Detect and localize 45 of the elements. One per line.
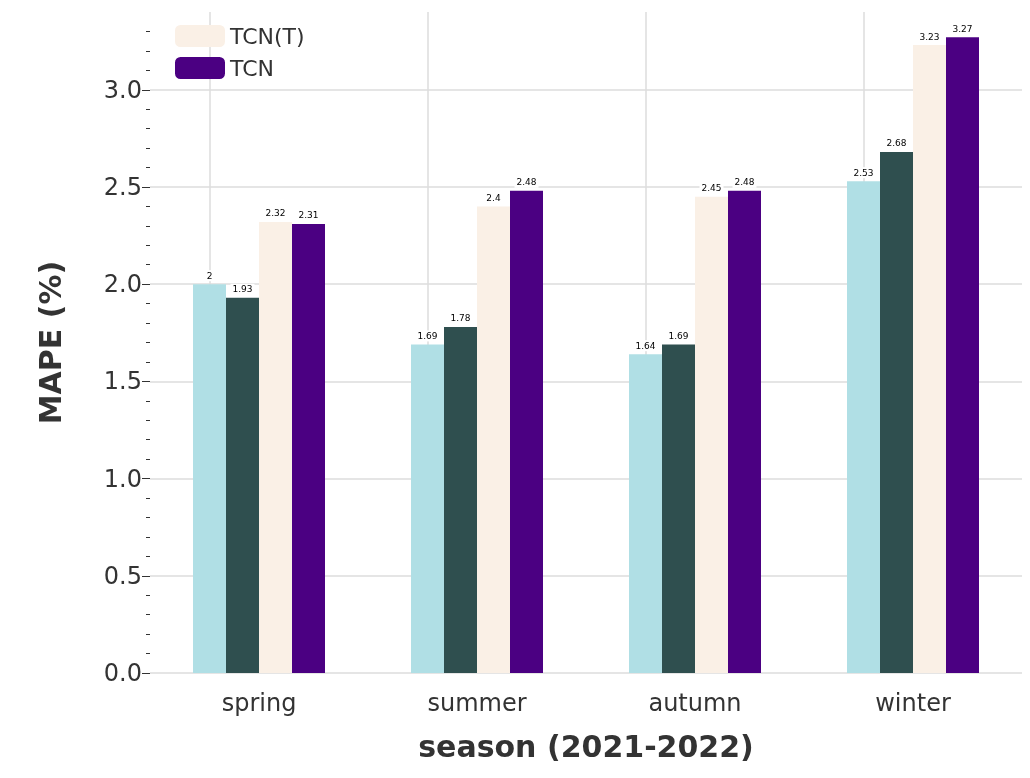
bar bbox=[629, 354, 662, 673]
bar bbox=[847, 181, 880, 673]
bar bbox=[193, 284, 226, 673]
data-label: 2.31 bbox=[298, 210, 319, 221]
bar bbox=[913, 45, 946, 673]
data-label: 2.32 bbox=[265, 208, 286, 219]
bar bbox=[477, 206, 510, 673]
data-label: 2.48 bbox=[516, 177, 537, 188]
y-tick-label: 2.0 bbox=[103, 270, 142, 299]
data-label: 3.27 bbox=[952, 23, 973, 34]
y-tick-label: 1.0 bbox=[103, 464, 142, 493]
y-tick-label: 0.5 bbox=[103, 561, 142, 590]
bar bbox=[695, 196, 728, 673]
bar bbox=[946, 37, 979, 673]
y-tick-label: 3.0 bbox=[103, 75, 142, 104]
data-label: 2.4 bbox=[486, 192, 501, 203]
data-label: 1.69 bbox=[417, 330, 438, 341]
data-label: 2.48 bbox=[734, 177, 755, 188]
bar bbox=[226, 297, 259, 673]
legend-label: TCN bbox=[229, 55, 274, 81]
bar bbox=[880, 151, 913, 673]
data-label: 1.69 bbox=[668, 330, 689, 341]
bar bbox=[259, 221, 292, 673]
data-label: 2.45 bbox=[701, 183, 722, 194]
data-label: 1.64 bbox=[635, 340, 656, 351]
legend-label: TCN(T) bbox=[229, 23, 305, 49]
bar bbox=[411, 344, 444, 673]
data-label: 1.78 bbox=[450, 313, 471, 324]
data-label: 2 bbox=[206, 270, 213, 281]
bar bbox=[662, 344, 695, 673]
data-label: 1.93 bbox=[232, 284, 253, 295]
x-tick-label: spring bbox=[221, 689, 297, 717]
x-axis-title: season (2021-2022) bbox=[418, 728, 754, 764]
bar bbox=[292, 223, 325, 673]
bar bbox=[444, 326, 477, 673]
y-tick-label: 0.0 bbox=[103, 659, 142, 687]
y-tick-label: 2.5 bbox=[103, 172, 142, 201]
y-axis-title: MAPE (%) bbox=[32, 260, 68, 425]
data-label: 3.23 bbox=[919, 31, 940, 42]
x-tick-label: winter bbox=[875, 689, 951, 717]
x-tick-label: summer bbox=[427, 689, 527, 717]
y-tick-label: 1.5 bbox=[103, 367, 142, 396]
data-label: 2.68 bbox=[886, 138, 907, 149]
x-tick-label: autumn bbox=[648, 689, 742, 717]
data-label: 2.53 bbox=[853, 167, 874, 178]
